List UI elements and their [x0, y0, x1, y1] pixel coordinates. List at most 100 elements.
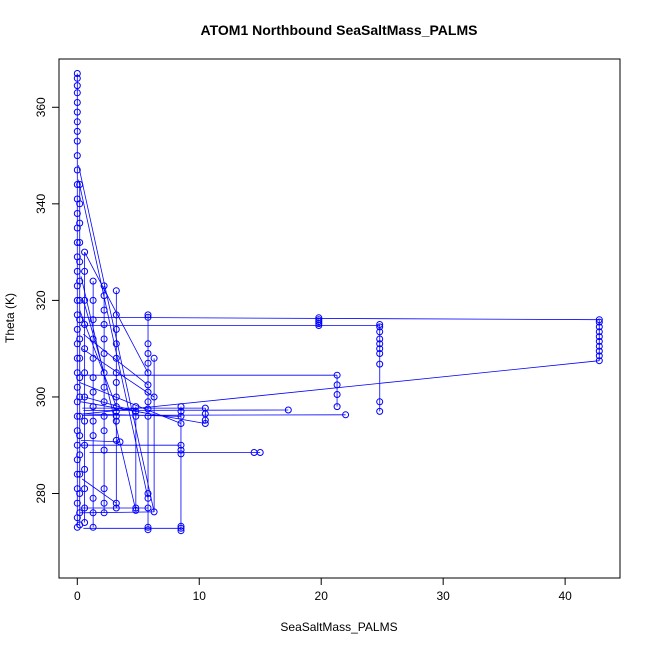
data-point	[177, 522, 185, 530]
data-point	[132, 407, 140, 415]
data-point	[76, 354, 84, 362]
data-point	[100, 446, 108, 454]
data-point	[144, 504, 152, 512]
data-point	[177, 403, 185, 411]
data-point	[333, 391, 341, 398]
data-point	[73, 427, 81, 435]
data-point	[595, 337, 603, 345]
data-point	[250, 449, 258, 456]
series-connector-line-25	[82, 413, 182, 417]
data-point	[177, 527, 185, 535]
data-point	[73, 282, 81, 290]
data-point	[144, 369, 152, 377]
data-point	[132, 504, 140, 512]
data-point	[100, 282, 108, 290]
series-connector-line-20	[83, 333, 149, 386]
data-point	[89, 417, 97, 425]
data-point	[73, 89, 81, 97]
data-point	[73, 470, 81, 478]
data-point	[595, 352, 603, 360]
data-point	[81, 485, 89, 493]
data-point	[595, 347, 603, 355]
x-tick-label: 20	[315, 589, 329, 603]
data-point	[201, 404, 209, 412]
y-axis-label: Theta (K)	[3, 293, 17, 343]
data-point	[89, 335, 97, 343]
data-point	[315, 316, 323, 324]
data-point	[73, 456, 81, 464]
data-point	[376, 340, 384, 348]
data-point	[144, 381, 152, 389]
data-point	[81, 296, 89, 304]
series-connector-line-14	[79, 309, 117, 407]
data-point	[112, 379, 120, 386]
data-point	[73, 195, 81, 203]
data-point	[177, 420, 185, 427]
data-point	[595, 333, 603, 341]
data-point	[100, 499, 108, 507]
x-tick-label: 30	[436, 589, 450, 603]
data-point	[150, 508, 158, 516]
data-point	[333, 403, 341, 411]
data-point	[89, 296, 97, 304]
series-connector-line-19	[80, 401, 206, 424]
data-point	[89, 374, 97, 382]
data-point	[116, 438, 124, 446]
data-point	[73, 108, 81, 116]
data-point	[144, 340, 152, 348]
data-point	[100, 485, 108, 493]
data-point	[144, 490, 152, 497]
x-tick-label: 0	[74, 589, 81, 603]
data-point	[100, 383, 108, 391]
data-point	[112, 325, 120, 333]
data-point	[73, 82, 81, 90]
chart-title: ATOM1 Northbound SeaSaltMass_PALMS	[201, 22, 478, 38]
data-point	[100, 412, 108, 420]
data-point	[595, 357, 603, 365]
data-point	[376, 407, 384, 415]
series-connector-line-24	[80, 440, 121, 443]
data-point	[81, 321, 89, 328]
data-point	[100, 350, 108, 357]
data-point	[112, 499, 120, 507]
data-point	[73, 412, 81, 420]
data-point	[100, 306, 108, 314]
x-tick-label: 40	[558, 589, 572, 603]
data-point	[177, 446, 185, 454]
data-point	[73, 383, 81, 391]
data-point	[132, 412, 140, 420]
data-point	[112, 403, 120, 411]
data-point	[112, 407, 120, 415]
data-point	[76, 521, 84, 529]
data-point	[89, 494, 97, 502]
data-point	[112, 417, 120, 425]
data-point	[76, 239, 84, 246]
data-point	[177, 441, 185, 449]
data-point	[81, 504, 89, 512]
data-point	[595, 342, 603, 350]
data-point	[144, 398, 152, 406]
series-connector-line-11	[78, 179, 149, 499]
data-point	[100, 321, 108, 328]
data-point	[132, 506, 140, 514]
y-tick-label: 280	[34, 483, 48, 503]
plot-area	[73, 70, 603, 535]
data-point	[73, 253, 81, 261]
data-point	[333, 381, 341, 389]
data-point	[376, 323, 384, 331]
series-connector-line-18	[83, 300, 105, 373]
data-point	[112, 340, 120, 348]
data-point	[150, 393, 158, 401]
data-point	[376, 398, 384, 406]
data-point	[376, 328, 384, 336]
data-point	[73, 499, 81, 507]
data-point	[100, 398, 108, 406]
data-point	[81, 393, 89, 401]
data-point	[112, 412, 120, 420]
data-point	[73, 224, 81, 232]
data-point	[132, 403, 140, 411]
series-connector-line-5	[83, 409, 289, 411]
data-point	[73, 118, 81, 126]
data-point	[150, 354, 158, 362]
